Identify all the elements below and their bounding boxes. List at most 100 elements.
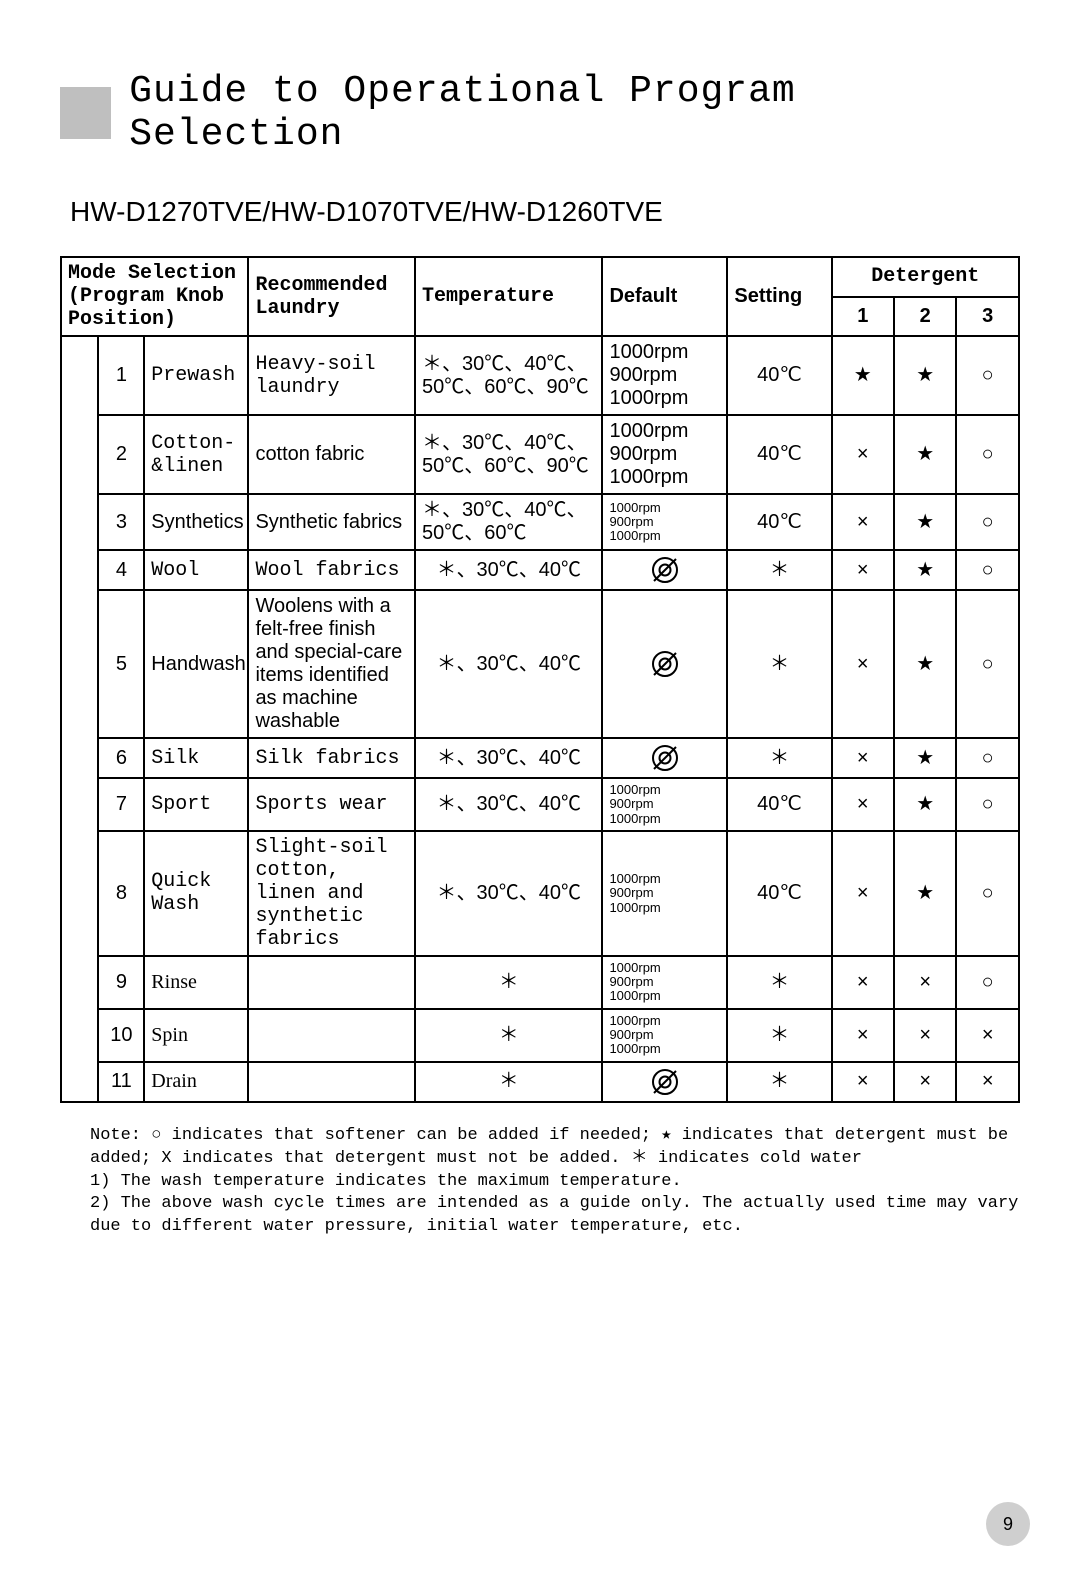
detergent-d3: ○ [956, 336, 1019, 415]
row-number: 4 [98, 550, 144, 590]
row-number: 2 [98, 415, 144, 494]
mode-name: Prewash [144, 336, 248, 415]
default-setting: ＊ [727, 738, 831, 778]
detergent-d1: × [832, 1062, 894, 1102]
default-setting: ＊ [727, 550, 831, 590]
program-table: Mode Selection (Program Knob Position) R… [60, 256, 1020, 1103]
mode-name: Sport [144, 778, 248, 831]
detergent-d2: ★ [894, 494, 956, 550]
default-setting: 40℃ [727, 336, 831, 415]
detergent-d3: ○ [956, 831, 1019, 956]
detergent-d1: × [832, 415, 894, 494]
mode-name: Silk [144, 738, 248, 778]
row-number: 7 [98, 778, 144, 831]
detergent-d2: ★ [894, 778, 956, 831]
title-row: Guide to Operational Program Selection [60, 70, 1020, 156]
detergent-d3: ○ [956, 590, 1019, 738]
default-setting: 40℃ [727, 831, 831, 956]
title-block-icon [60, 87, 111, 139]
table-row: 10Spin＊1000rpm900rpm1000rpm＊××× [61, 1009, 1019, 1062]
temperature-options: ＊、30℃、40℃、50℃、60℃、90℃ [415, 336, 602, 415]
header-detergent: Detergent [832, 257, 1019, 297]
mode-name: Drain [144, 1062, 248, 1102]
header-setting: Setting [727, 257, 831, 336]
page-number-badge: 9 [986, 1502, 1030, 1546]
detergent-d1: × [832, 831, 894, 956]
no-spin-icon [609, 743, 720, 773]
default-spin: 1000rpm900rpm1000rpm [602, 494, 727, 550]
detergent-d3: ○ [956, 956, 1019, 1009]
default-spin: 1000rpm900rpm1000rpm [602, 336, 727, 415]
default-setting: ＊ [727, 956, 831, 1009]
temperature-options: ＊ [415, 1062, 602, 1102]
header-d2: 2 [894, 297, 956, 337]
detergent-d2: ★ [894, 831, 956, 956]
detergent-d1: × [832, 550, 894, 590]
recommended-laundry [248, 1009, 415, 1062]
default-spin: 1000rpm900rpm1000rpm [602, 415, 727, 494]
row-number: 3 [98, 494, 144, 550]
detergent-d1: × [832, 738, 894, 778]
default-spin [602, 1062, 727, 1102]
model-numbers: HW-D1270TVE/HW-D1070TVE/HW-D1260TVE [70, 196, 1020, 228]
detergent-d1: × [832, 778, 894, 831]
table-row: 4WoolWool fabrics＊、30℃、40℃＊×★○ [61, 550, 1019, 590]
recommended-laundry: Synthetic fabrics [248, 494, 415, 550]
row-number: 11 [98, 1062, 144, 1102]
row-number: 9 [98, 956, 144, 1009]
mode-name: Wool [144, 550, 248, 590]
detergent-d2: ★ [894, 550, 956, 590]
table-row: 9Rinse＊1000rpm900rpm1000rpm＊××○ [61, 956, 1019, 1009]
recommended-laundry: Silk fabrics [248, 738, 415, 778]
note-legend: Note: ○ indicates that softener can be a… [90, 1125, 1020, 1171]
no-spin-icon [609, 1067, 720, 1097]
detergent-d1: × [832, 956, 894, 1009]
default-spin: 1000rpm900rpm1000rpm [602, 1009, 727, 1062]
detergent-d3: ○ [956, 738, 1019, 778]
temperature-options: ＊、30℃、40℃ [415, 738, 602, 778]
no-spin-icon [609, 555, 720, 585]
row-number: 5 [98, 590, 144, 738]
row-number: 8 [98, 831, 144, 956]
temperature-options: ＊、30℃、40℃ [415, 550, 602, 590]
default-spin [602, 550, 727, 590]
detergent-d2: ★ [894, 415, 956, 494]
recommended-laundry [248, 1062, 415, 1102]
detergent-d2: ★ [894, 738, 956, 778]
default-spin: 1000rpm900rpm1000rpm [602, 831, 727, 956]
default-setting: 40℃ [727, 415, 831, 494]
table-row: 5HandwashWoolens with a felt-free finish… [61, 590, 1019, 738]
notes-block: Note: ○ indicates that softener can be a… [90, 1125, 1020, 1240]
table-row: 8Quick WashSlight-soil cotton, linen and… [61, 831, 1019, 956]
mode-name: Synthetics [144, 494, 248, 550]
default-setting: ＊ [727, 590, 831, 738]
row-number: 6 [98, 738, 144, 778]
mode-name: Handwash [144, 590, 248, 738]
detergent-d2: ★ [894, 590, 956, 738]
mode-group-cell [61, 336, 98, 1102]
table-row: 7SportSports wear＊、30℃、40℃1000rpm900rpm1… [61, 778, 1019, 831]
temperature-options: ＊、30℃、40℃、50℃、60℃ [415, 494, 602, 550]
temperature-options: ＊ [415, 1009, 602, 1062]
mode-name: Cotton-&linen [144, 415, 248, 494]
detergent-d2: × [894, 1009, 956, 1062]
page-number: 9 [1003, 1514, 1013, 1535]
default-spin [602, 590, 727, 738]
temperature-options: ＊ [415, 956, 602, 1009]
temperature-options: ＊、30℃、40℃、50℃、60℃、90℃ [415, 415, 602, 494]
detergent-d3: ○ [956, 494, 1019, 550]
detergent-d2: × [894, 956, 956, 1009]
detergent-d2: × [894, 1062, 956, 1102]
detergent-d3: ○ [956, 778, 1019, 831]
detergent-d3: ○ [956, 550, 1019, 590]
header-default: Default [602, 257, 727, 336]
header-d3: 3 [956, 297, 1019, 337]
default-setting: 40℃ [727, 494, 831, 550]
header-d1: 1 [832, 297, 894, 337]
header-mode: Mode Selection (Program Knob Position) [61, 257, 248, 336]
default-spin: 1000rpm900rpm1000rpm [602, 956, 727, 1009]
mode-name: Spin [144, 1009, 248, 1062]
detergent-d3: × [956, 1062, 1019, 1102]
row-number: 10 [98, 1009, 144, 1062]
table-row: 11Drain＊＊××× [61, 1062, 1019, 1102]
